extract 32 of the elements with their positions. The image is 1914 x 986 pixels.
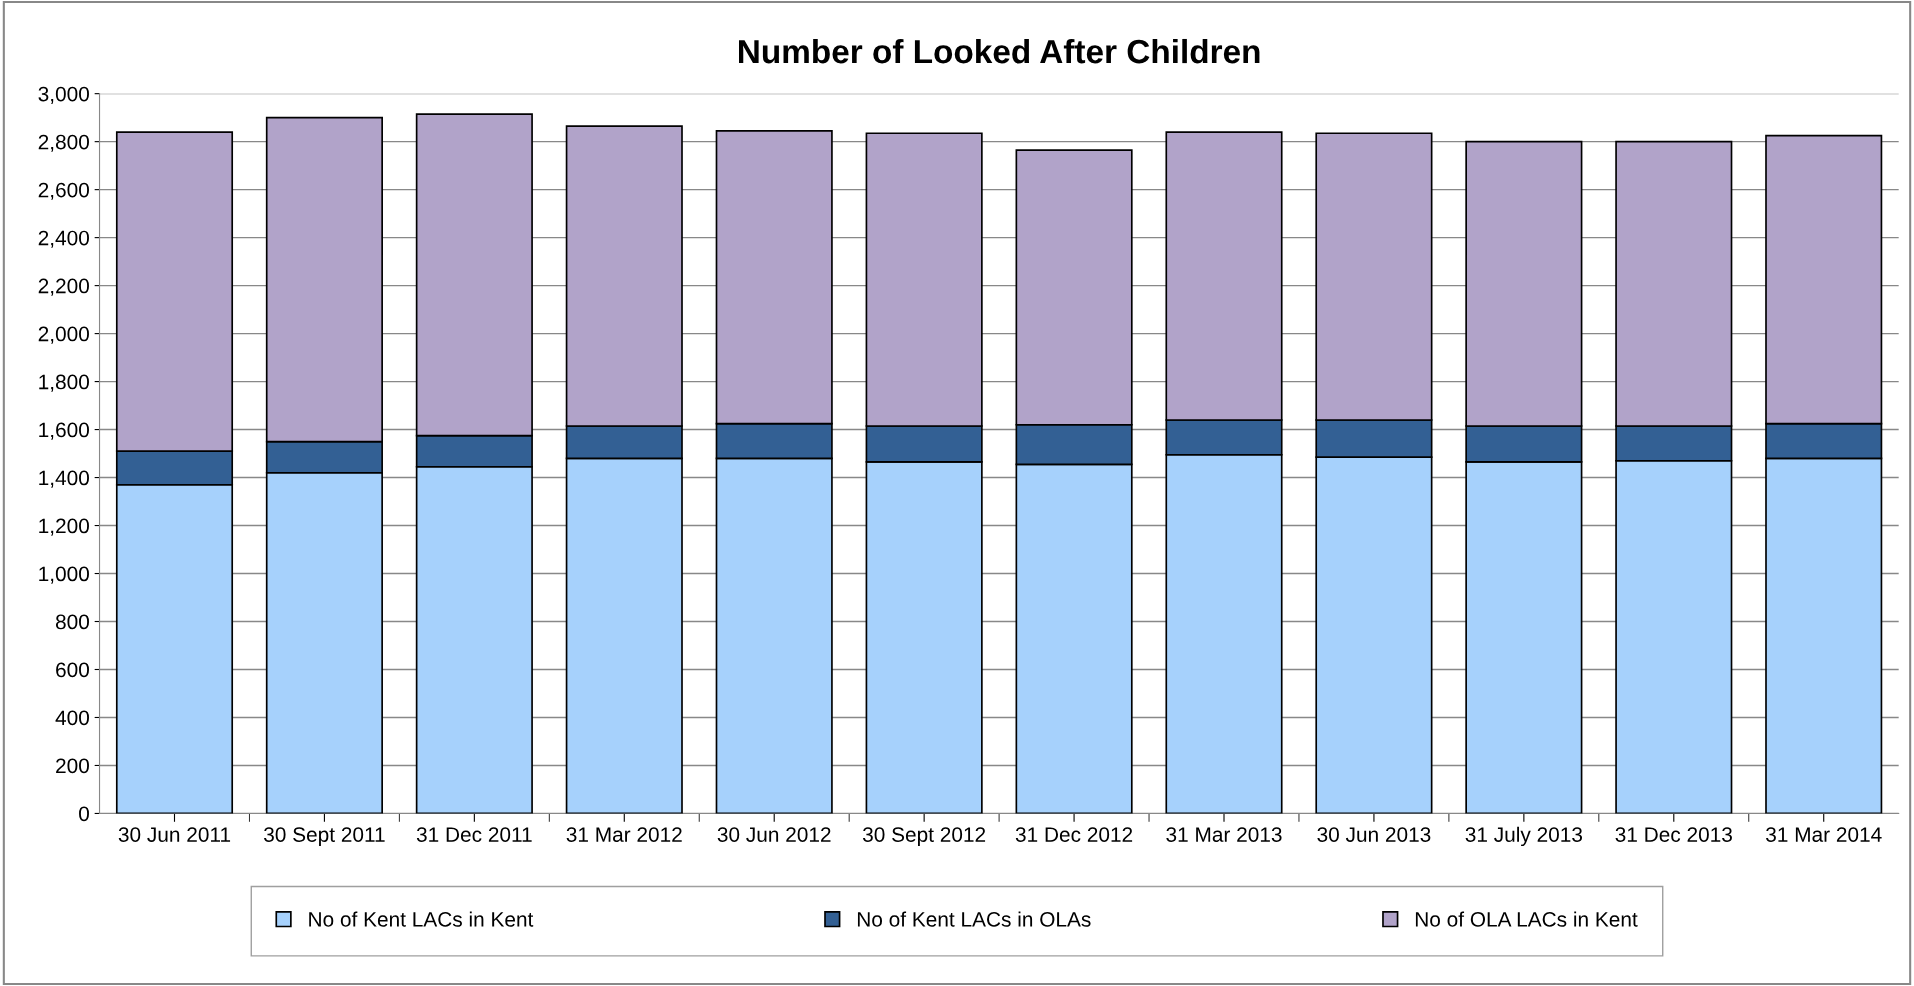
x-tick-label: 31 Mar 2013 bbox=[1166, 827, 1282, 842]
y-tick-label: 400 bbox=[55, 710, 89, 726]
y-tick-label: 0 bbox=[79, 806, 89, 822]
y-tick-label: 1,200 bbox=[39, 518, 89, 536]
x-tick-label: 31 July 2013 bbox=[1465, 826, 1583, 847]
y-tick-label: 200 bbox=[56, 758, 89, 774]
legend-label: No of OLA LACs in Kent bbox=[1415, 911, 1638, 927]
y-tick-label: 1,800 bbox=[39, 374, 89, 392]
x-tick-label: 31 Dec 2012 bbox=[1015, 827, 1133, 842]
x-tick-label: 31 Dec 2011 bbox=[416, 827, 532, 842]
y-tick-label: 2,000 bbox=[38, 326, 89, 344]
y-tick-label: 1,000 bbox=[39, 566, 89, 584]
legend-label: No of Kent LACs in OLAs bbox=[857, 911, 1091, 927]
y-tick-label: 1,400 bbox=[39, 470, 89, 488]
x-tick-label: 30 Sept 2011 bbox=[264, 827, 385, 847]
x-tick-label: 31 Mar 2014 bbox=[1766, 827, 1882, 842]
x-tick-label: 30 Jun 2013 bbox=[1317, 827, 1431, 842]
y-tick-label: 1,600 bbox=[39, 422, 89, 440]
y-tick-label: 3,000 bbox=[38, 86, 89, 104]
y-tick-label: 800 bbox=[55, 614, 89, 630]
y-tick-label: 2,600 bbox=[38, 182, 89, 200]
y-tick-label: 2,200 bbox=[38, 278, 89, 296]
y-tick-label: 600 bbox=[56, 662, 89, 678]
legend-label: No of Kent LACs in Kent bbox=[309, 911, 534, 927]
x-tick-label: 30 Jun 2012 bbox=[717, 827, 831, 842]
x-tick-label: 30 Jun 2011 bbox=[118, 827, 231, 842]
y-tick-label: 2,400 bbox=[38, 230, 89, 248]
x-tick-label: 30 Sept 2012 bbox=[862, 827, 986, 847]
x-tick-label: 31 Dec 2013 bbox=[1615, 827, 1732, 842]
chart-title: Number of Looked After Children bbox=[739, 38, 1260, 64]
y-tick-label: 2,800 bbox=[38, 134, 89, 152]
x-tick-label: 31 Mar 2012 bbox=[566, 827, 682, 842]
